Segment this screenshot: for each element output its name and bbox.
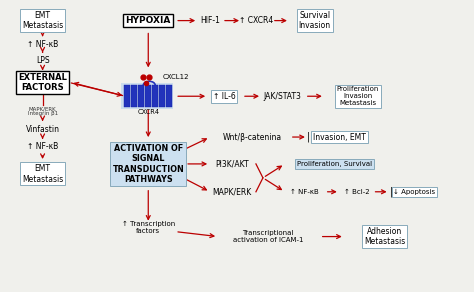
Text: Vinfastin: Vinfastin <box>26 125 60 133</box>
Text: CXCL12: CXCL12 <box>162 74 189 80</box>
Text: Proliferation, Survival: Proliferation, Survival <box>297 161 372 167</box>
Text: ↑ Bcl-2: ↑ Bcl-2 <box>344 189 369 195</box>
Text: MAPK/ERK: MAPK/ERK <box>212 187 252 196</box>
Bar <box>159 85 165 107</box>
Bar <box>166 85 172 107</box>
Text: |: | <box>390 187 393 197</box>
Text: ↑ NF-κB: ↑ NF-κB <box>291 189 319 195</box>
Text: ↑ CXCR4: ↑ CXCR4 <box>239 16 273 25</box>
Text: ACTIVATION OF
SIGNAL
TRANSDUCTION
PATHWAYS: ACTIVATION OF SIGNAL TRANSDUCTION PATHWA… <box>112 144 184 184</box>
Text: LPS: LPS <box>36 56 49 65</box>
Text: EXTERNAL
FACTORS: EXTERNAL FACTORS <box>18 73 67 92</box>
Bar <box>138 85 144 107</box>
Text: CXCR4: CXCR4 <box>137 109 159 115</box>
Bar <box>152 85 158 107</box>
Text: MAPK/ERK: MAPK/ERK <box>29 107 56 112</box>
Text: Wnt/β-catenina: Wnt/β-catenina <box>222 133 282 142</box>
Text: EMT
Metastasis: EMT Metastasis <box>22 164 63 184</box>
Text: JAK/STAT3: JAK/STAT3 <box>263 92 301 101</box>
Text: Integrin β1: Integrin β1 <box>27 111 58 116</box>
Bar <box>121 83 173 109</box>
Text: ↑ IL-6: ↑ IL-6 <box>213 92 236 101</box>
Bar <box>131 85 137 107</box>
Text: HIF-1: HIF-1 <box>200 16 220 25</box>
Text: Invasion, EMT: Invasion, EMT <box>313 133 366 142</box>
Text: PI3K/AKT: PI3K/AKT <box>215 159 249 168</box>
Text: Survival
Invasion: Survival Invasion <box>299 11 331 30</box>
Text: |: | <box>307 132 310 142</box>
Text: ↓ Apoptosis: ↓ Apoptosis <box>393 189 436 195</box>
Text: HYPOXIA: HYPOXIA <box>126 16 171 25</box>
Text: Adhesion
Metastasis: Adhesion Metastasis <box>364 227 405 246</box>
Text: ↑ Transcription
factors: ↑ Transcription factors <box>122 221 175 234</box>
Text: ↑ NF-κB: ↑ NF-κB <box>27 40 58 49</box>
Bar <box>124 85 130 107</box>
Bar <box>145 85 151 107</box>
Text: Transcriptional
activation of ICAM-1: Transcriptional activation of ICAM-1 <box>233 230 303 243</box>
Text: ↑ NF-κB: ↑ NF-κB <box>27 142 58 152</box>
Text: EMT
Metastasis: EMT Metastasis <box>22 11 63 30</box>
Text: Proliferation
Invasion
Metastasis: Proliferation Invasion Metastasis <box>337 86 379 106</box>
